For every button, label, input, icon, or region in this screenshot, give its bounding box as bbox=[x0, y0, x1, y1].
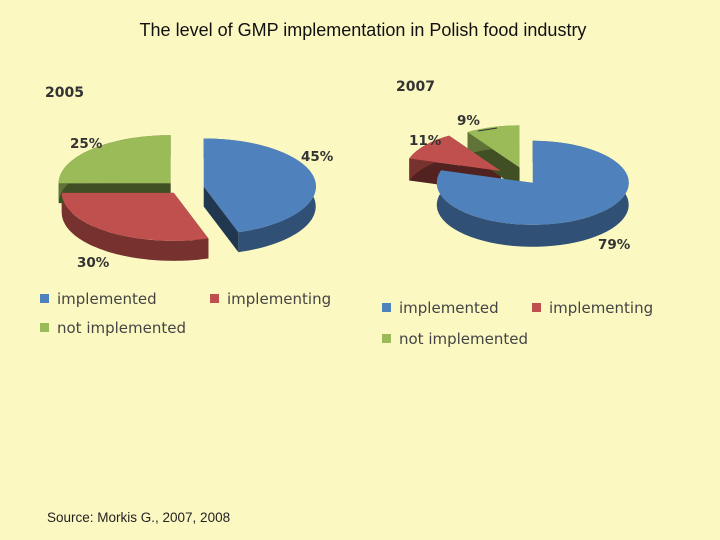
legend-item-implemented: implemented bbox=[40, 290, 210, 308]
pie-2007-slice-implemented bbox=[436, 140, 629, 225]
pct-label-2005-not-implemented: 25% bbox=[70, 136, 103, 152]
pct-label-2007-not-implemented: 9% bbox=[457, 113, 480, 129]
legend-label: implemented bbox=[399, 298, 499, 317]
legend-2007: implemented implementing not implemented bbox=[382, 292, 653, 354]
legend-label: implemented bbox=[57, 289, 157, 308]
pie-2007-slice-not-implemented bbox=[467, 125, 520, 168]
pie-2007 bbox=[409, 125, 629, 247]
pct-label-2007-implementing: 11% bbox=[409, 133, 442, 149]
swatch-not-implemented bbox=[40, 323, 49, 332]
chart-title: The level of GMP implementation in Polis… bbox=[139, 20, 587, 40]
legend-item-implemented: implemented bbox=[382, 299, 532, 317]
leader-line-2007 bbox=[477, 127, 498, 132]
pie-2007-slice-implementing bbox=[409, 135, 501, 171]
legend-item-implementing: implementing bbox=[532, 299, 653, 317]
legend-item-not-implemented: not implemented bbox=[40, 319, 186, 337]
pie-2005 bbox=[58, 135, 317, 261]
swatch-implementing bbox=[532, 303, 541, 312]
pie-2005-slice-implementing bbox=[61, 192, 209, 241]
legend-label: implementing bbox=[549, 298, 654, 317]
legend-2005: implemented implementing not implemented bbox=[40, 284, 331, 342]
pie-2005-slice-not-implemented bbox=[58, 135, 171, 184]
swatch-not-implemented bbox=[382, 334, 391, 343]
pie-2005-slice-rim-1 bbox=[61, 192, 209, 261]
swatch-implemented bbox=[40, 294, 49, 303]
pct-label-2005-implementing: 30% bbox=[77, 255, 110, 271]
legend-label: not implemented bbox=[399, 329, 529, 348]
source-note: Source: Morkis G., 2007, 2008 bbox=[47, 510, 231, 525]
pct-label-2005-implemented: 45% bbox=[301, 149, 334, 165]
pie-2005-slice-wall-0-1 bbox=[203, 186, 239, 253]
legend-item-not-implemented: not implemented bbox=[382, 330, 528, 348]
pct-label-2007-implemented: 79% bbox=[598, 237, 631, 253]
legend-item-implementing: implementing bbox=[210, 290, 331, 308]
swatch-implemented bbox=[382, 303, 391, 312]
legend-label: implementing bbox=[227, 289, 332, 308]
year-label-2007: 2007 bbox=[396, 79, 435, 95]
pie-2005-slice-implemented bbox=[203, 138, 317, 233]
year-label-2005: 2005 bbox=[45, 85, 84, 101]
legend-label: not implemented bbox=[57, 318, 187, 337]
swatch-implementing bbox=[210, 294, 219, 303]
